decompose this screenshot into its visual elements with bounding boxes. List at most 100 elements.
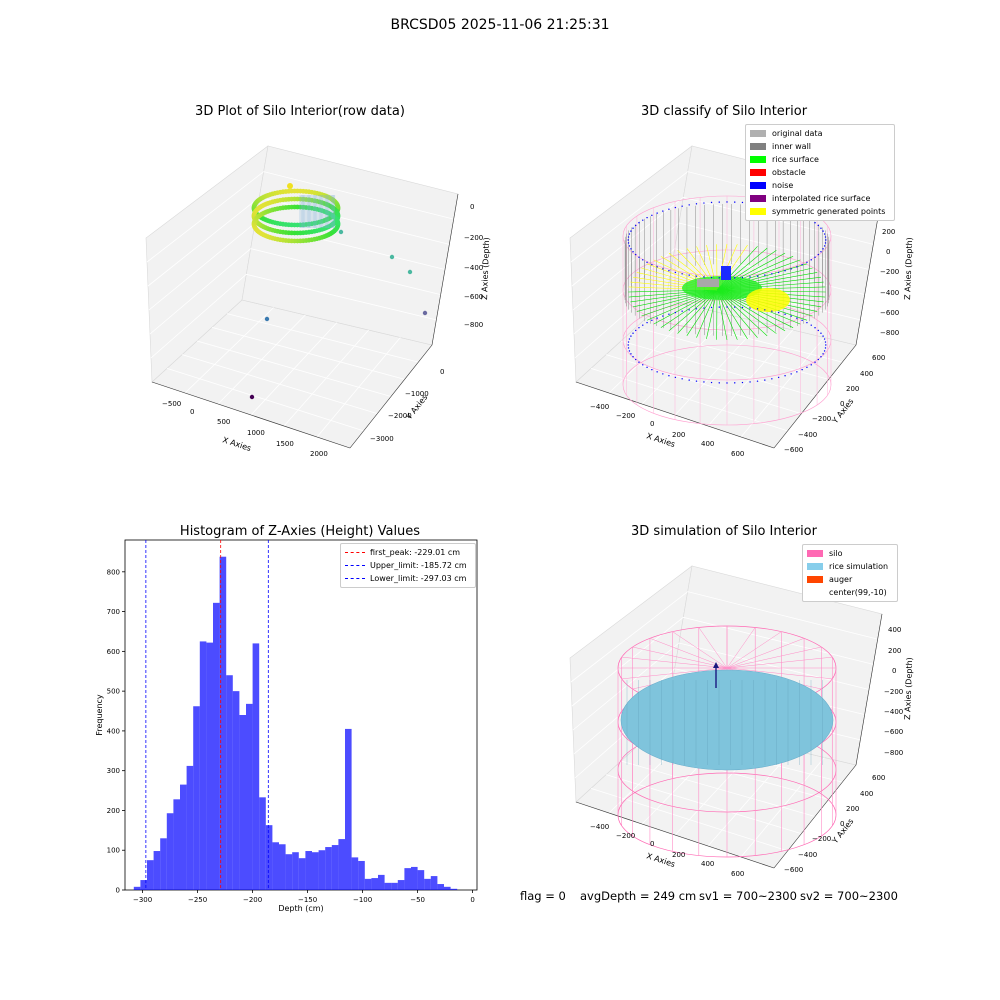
grid-line <box>641 734 730 825</box>
raw-point <box>331 206 337 212</box>
raw-point <box>255 212 261 218</box>
noise-point <box>638 327 640 329</box>
simulation-plot-title: 3D simulation of Silo Interior <box>631 524 817 539</box>
raw-point <box>295 238 300 244</box>
raw-point <box>261 232 267 238</box>
raw-point <box>327 203 333 209</box>
noise-point <box>646 261 648 264</box>
raw-point <box>272 236 278 242</box>
noise-point <box>825 344 827 346</box>
noise-point <box>810 364 812 366</box>
classify-z-ticks: 200 0 −200 −400 −600 −800 <box>880 228 899 337</box>
raw-point <box>335 206 341 212</box>
raw-point <box>286 230 292 236</box>
histogram-x-ticks: −300 −250 −200 −150 −100 −50 0 <box>133 890 475 904</box>
raw-point <box>289 222 295 228</box>
raw-point <box>335 204 341 210</box>
symmetric-points-patch <box>746 288 790 312</box>
legend-swatch <box>750 156 766 163</box>
raw-point <box>255 214 261 220</box>
silo-roof-line <box>726 667 822 690</box>
noise-point <box>630 353 632 355</box>
histogram-bar <box>358 860 365 890</box>
noise-point <box>668 270 670 272</box>
raw-point <box>261 194 267 200</box>
noise-point <box>822 353 824 355</box>
raw-point <box>312 190 317 196</box>
noise-point <box>681 310 683 312</box>
legend-label: Lower_limit: -297.03 cm <box>370 574 467 583</box>
raw-point <box>295 188 300 194</box>
rice-surface-line <box>716 289 826 293</box>
raw-point <box>257 204 263 210</box>
noise-point <box>784 270 786 272</box>
raw-point <box>292 196 297 202</box>
noise-point <box>796 266 798 268</box>
noise-point <box>764 309 766 311</box>
noise-point <box>703 307 705 309</box>
noise-point <box>635 358 637 361</box>
simulation-x-ticks: −400 −200 0 200 400 600 <box>590 823 744 878</box>
legend-label: first_peak: -229.01 cm <box>370 548 461 557</box>
noise-point <box>703 202 705 204</box>
grid-line <box>620 340 816 397</box>
raw-point <box>333 207 338 213</box>
raw-point <box>295 196 300 202</box>
histogram-x-tick-label: −300 <box>133 896 152 904</box>
rice-surface-line <box>706 244 718 291</box>
histogram-bar <box>424 878 431 890</box>
histogram-bar <box>331 845 339 890</box>
rice-surface-line <box>716 289 738 340</box>
histogram-bar <box>239 715 246 890</box>
legend-label: auger <box>829 575 853 584</box>
raw-point <box>263 225 269 231</box>
noise-point <box>810 259 812 261</box>
raw-point <box>333 200 339 206</box>
raw-point <box>295 222 300 228</box>
grid-line <box>707 749 793 847</box>
raw-point <box>263 233 269 239</box>
raw-y-ticks: 0 −1000 −2000 −3000 <box>370 368 444 443</box>
rice-surface-line <box>716 289 728 341</box>
raw-point <box>253 200 259 206</box>
raw-point <box>263 217 269 223</box>
raw-point <box>335 223 340 229</box>
raw-point <box>267 208 273 214</box>
axes-pane <box>145 145 269 383</box>
raw-outlier-point <box>407 269 413 275</box>
silo-roof-line <box>698 627 728 669</box>
raw-point <box>270 227 275 233</box>
legend-label: Upper_limit: -185.72 cm <box>370 561 467 570</box>
axis-line <box>575 801 775 869</box>
raw-point <box>251 213 257 219</box>
simulation-legend: silo rice simulation auger center(99,-10… <box>802 544 898 602</box>
rice-surface-line <box>716 250 777 291</box>
rice-surface-line <box>677 250 718 291</box>
histogram-y-axis-label: Frequency <box>95 694 104 736</box>
noise-point <box>734 277 736 279</box>
raw-point <box>283 230 289 235</box>
classify-z-tick: −400 <box>880 289 899 297</box>
raw-x-tick: 1000 <box>247 429 265 437</box>
raw-point <box>312 236 317 242</box>
noise-point <box>823 245 826 247</box>
axis-line <box>349 344 433 449</box>
raw-point <box>252 219 257 225</box>
noise-point <box>823 233 826 235</box>
raw-point <box>325 210 331 216</box>
histogram-y-ticks: 0 100 200 300 400 500 600 700 800 <box>107 568 125 895</box>
raw-point <box>333 211 338 217</box>
noise-point <box>674 376 677 379</box>
noise-point <box>668 208 670 210</box>
noise-point <box>646 216 648 219</box>
raw-point <box>277 189 283 195</box>
raw-point <box>329 214 335 220</box>
histogram-x-tick-label: 0 <box>470 896 474 904</box>
raw-point <box>335 207 340 213</box>
raw-point <box>309 189 315 195</box>
axes-pane <box>569 145 693 383</box>
raw-point <box>335 211 340 217</box>
noise-point <box>628 245 631 247</box>
raw-point <box>309 205 315 211</box>
raw-point <box>306 221 312 227</box>
